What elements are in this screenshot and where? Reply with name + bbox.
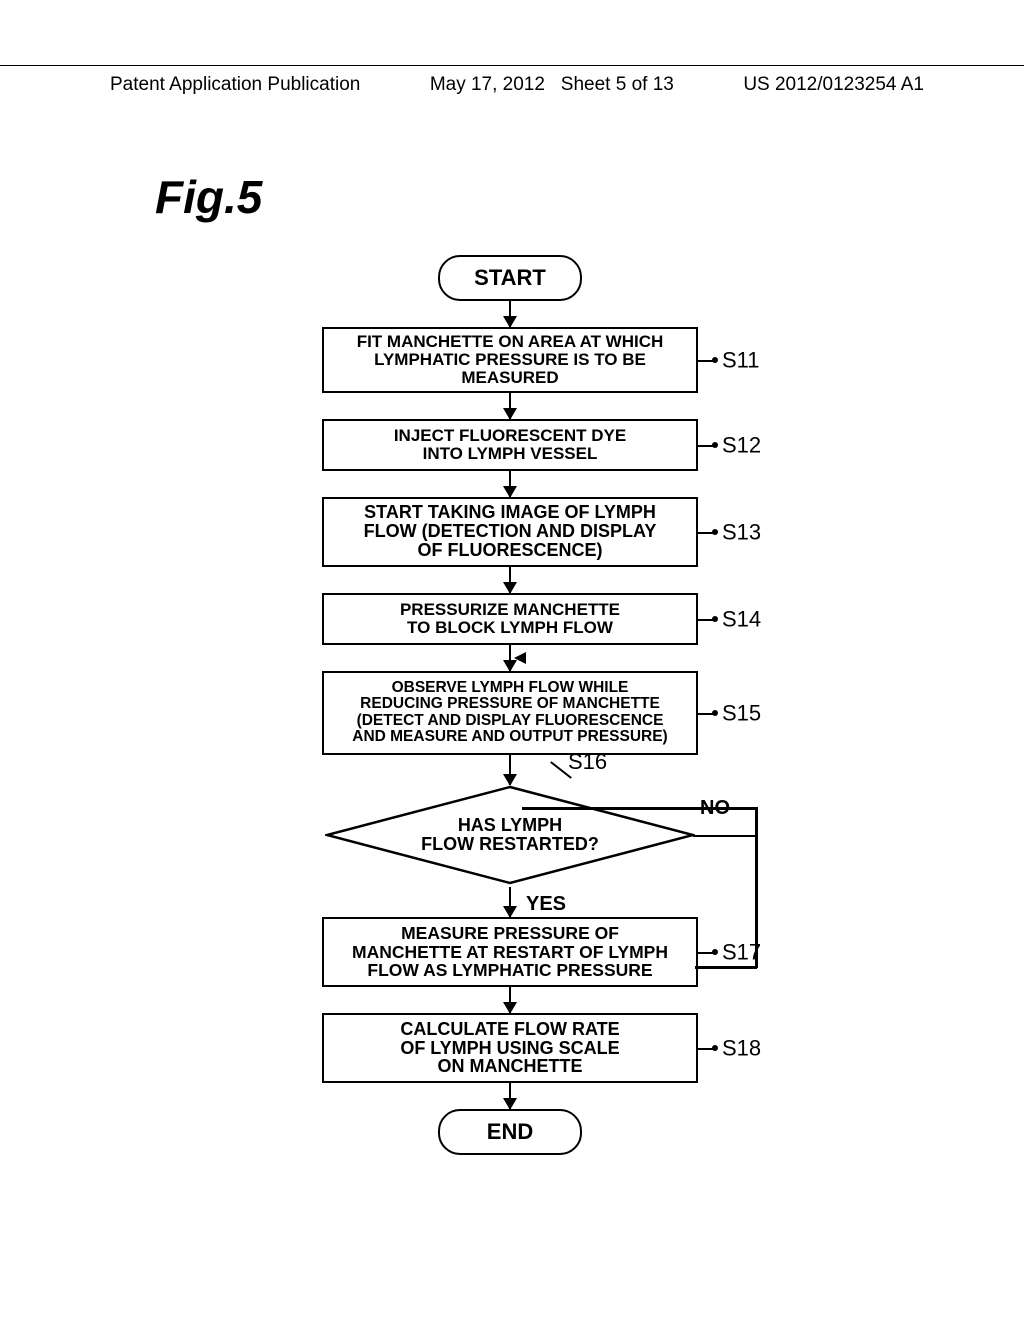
process-line: TO BLOCK LYMPH FLOW	[407, 619, 613, 637]
arrow	[509, 987, 512, 1013]
process-line: OBSERVE LYMPH FLOW WHILE	[392, 680, 629, 696]
line	[509, 887, 512, 897]
page: Patent Application Publication May 17, 2…	[0, 0, 1024, 1320]
terminator-start: START	[438, 255, 582, 301]
step-s15-row: OBSERVE LYMPH FLOW WHILE REDUCING PRESSU…	[290, 671, 730, 755]
process-line: OF LYMPH USING SCALE	[400, 1039, 619, 1058]
step-s11-row: FIT MANCHETTE ON AREA AT WHICH LYMPHATIC…	[290, 327, 730, 393]
label-dot	[712, 357, 718, 363]
arrow	[509, 755, 512, 785]
terminator-end: END	[438, 1109, 582, 1155]
process-s17: MEASURE PRESSURE OF MANCHETTE AT RESTART…	[322, 917, 698, 987]
step-label: S12	[722, 433, 761, 456]
step-s14-row: PRESSURIZE MANCHETTE TO BLOCK LYMPH FLOW…	[290, 593, 730, 645]
flowchart: START FIT MANCHETTE ON AREA AT WHICH LYM…	[290, 255, 730, 1155]
figure-label: Fig.5	[155, 170, 262, 224]
step-label: S13	[722, 520, 761, 543]
process-line: INJECT FLUORESCENT DYE	[394, 427, 626, 445]
process-s15: OBSERVE LYMPH FLOW WHILE REDUCING PRESSU…	[322, 671, 698, 755]
process-line: AND MEASURE AND OUTPUT PRESSURE)	[352, 729, 667, 745]
loop-merge-arrow	[290, 645, 730, 671]
process-s13: START TAKING IMAGE OF LYMPH FLOW (DETECT…	[322, 497, 698, 567]
step-label: S11	[722, 348, 760, 371]
step-s18-row: CALCULATE FLOW RATE OF LYMPH USING SCALE…	[290, 1013, 730, 1083]
process-line: START TAKING IMAGE OF LYMPH	[364, 503, 656, 522]
decision-line: FLOW RESTARTED?	[421, 835, 599, 854]
label-dot	[712, 710, 718, 716]
header-date: May 17, 2012	[430, 74, 545, 95]
process-s14: PRESSURIZE MANCHETTE TO BLOCK LYMPH FLOW…	[322, 593, 698, 645]
process-line: CALCULATE FLOW RATE	[400, 1020, 619, 1039]
step-label-s16: S16	[568, 749, 607, 775]
arrow	[509, 897, 512, 917]
process-line: FLOW AS LYMPHATIC PRESSURE	[367, 961, 652, 979]
arrow	[509, 301, 512, 327]
header-date-sheet: May 17, 2012 Sheet 5 of 13	[430, 74, 674, 96]
process-line: (DETECT AND DISPLAY FLUORESCENCE	[357, 713, 664, 729]
arrow	[509, 567, 512, 593]
label-dot	[712, 1045, 718, 1051]
arrow	[509, 471, 512, 497]
step-label: S15	[722, 701, 761, 724]
process-line: FLOW (DETECTION AND DISPLAY	[364, 522, 657, 541]
label-dot	[712, 442, 718, 448]
process-line: INTO LYMPH VESSEL	[423, 445, 598, 463]
decision-line: HAS LYMPH	[458, 816, 562, 835]
step-s12-row: INJECT FLUORESCENT DYE INTO LYMPH VESSEL…	[290, 419, 730, 471]
arrow	[509, 1083, 512, 1109]
label-dot	[712, 616, 718, 622]
decision-text: HAS LYMPH FLOW RESTARTED?	[325, 785, 695, 885]
label-dot	[712, 949, 718, 955]
process-line: OF FLUORESCENCE)	[417, 541, 602, 560]
process-line: ON MANCHETTE	[438, 1057, 583, 1076]
process-line: FIT MANCHETTE ON AREA AT WHICH	[357, 333, 664, 351]
process-line: LYMPHATIC PRESSURE IS TO BE MEASURED	[330, 351, 690, 387]
decision-s16: HAS LYMPH FLOW RESTARTED? NO	[325, 785, 695, 885]
terminator-start-text: START	[474, 266, 546, 289]
terminator-end-text: END	[487, 1120, 533, 1143]
header-sheet: Sheet 5 of 13	[561, 74, 674, 95]
step-s13-row: START TAKING IMAGE OF LYMPH FLOW (DETECT…	[290, 497, 730, 567]
step-s17-row: MEASURE PRESSURE OF MANCHETTE AT RESTART…	[290, 917, 730, 987]
label-dot	[712, 529, 718, 535]
step-label: S18	[722, 1036, 761, 1059]
process-line: REDUCING PRESSURE OF MANCHETTE	[360, 696, 660, 712]
process-line: MEASURE PRESSURE OF	[401, 924, 619, 942]
loop-branch	[693, 835, 755, 838]
page-header: Patent Application Publication May 17, 2…	[0, 65, 1024, 96]
step-label: S14	[722, 607, 761, 630]
header-pub-number: US 2012/0123254 A1	[743, 74, 924, 96]
process-s11: FIT MANCHETTE ON AREA AT WHICH LYMPHATIC…	[322, 327, 698, 393]
arrow	[509, 393, 512, 419]
process-line: PRESSURIZE MANCHETTE	[400, 601, 620, 619]
process-s12: INJECT FLUORESCENT DYE INTO LYMPH VESSEL…	[322, 419, 698, 471]
process-line: MANCHETTE AT RESTART OF LYMPH	[352, 943, 668, 961]
process-s18: CALCULATE FLOW RATE OF LYMPH USING SCALE…	[322, 1013, 698, 1083]
header-publication-type: Patent Application Publication	[110, 74, 360, 96]
